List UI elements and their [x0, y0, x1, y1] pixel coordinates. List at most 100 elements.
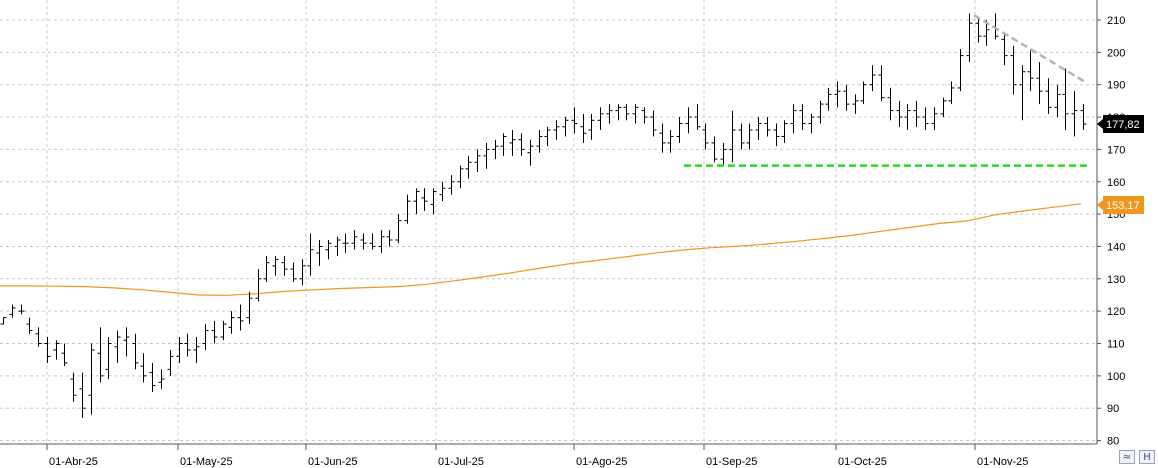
- ohlc-bar: [623, 104, 630, 121]
- ohlc-bar: [615, 104, 622, 121]
- ohlc-bar: [659, 123, 666, 153]
- ohlc-bar: [773, 123, 780, 147]
- ohlc-bar: [0, 317, 7, 325]
- ohlc-bar: [140, 353, 147, 383]
- ohlc-bar: [53, 340, 60, 360]
- last-price-box: [1103, 115, 1144, 133]
- ohlc-bar: [35, 327, 42, 347]
- y-tick-label: 120: [1107, 306, 1125, 318]
- ohlc-bar: [97, 327, 104, 383]
- ohlc-bar: [158, 369, 165, 389]
- ohlc-bar: [26, 317, 33, 334]
- ohlc-bar: [299, 259, 306, 286]
- ohlc-bar: [272, 256, 279, 276]
- zoom-icon[interactable]: ≈: [1119, 450, 1135, 464]
- ohlc-bar: [88, 343, 95, 415]
- ohlc-bar: [18, 304, 25, 315]
- moving-average-marker: 153,17: [1097, 196, 1144, 214]
- ohlc-bar: [544, 126, 551, 147]
- ohlc-bar: [913, 100, 920, 127]
- ohlc-bar: [553, 120, 560, 140]
- ohlc-bar: [44, 337, 51, 363]
- ohlc-bar: [852, 94, 859, 114]
- ohlc-bar: [922, 107, 929, 130]
- x-tick-label: 01-Oct-25: [838, 456, 887, 468]
- ohlc-bar: [711, 136, 718, 163]
- ohlc-bar: [676, 117, 683, 143]
- x-tick-label: 01-Jun-25: [308, 456, 358, 468]
- ohlc-bar: [808, 113, 815, 134]
- ohlc-bar: [430, 188, 437, 215]
- ohlc-bar: [500, 133, 507, 156]
- ohlc-bar: [114, 330, 121, 363]
- ohlc-bar: [764, 117, 771, 137]
- ohlc-bar: [1036, 62, 1043, 105]
- ohlc-bar: [738, 123, 745, 150]
- ohlc-bar: [790, 104, 797, 134]
- y-tick-label: 170: [1107, 144, 1125, 156]
- ohlc-bar: [931, 107, 938, 130]
- ohlc-bar: [246, 291, 253, 325]
- ohlc-bar: [176, 337, 183, 363]
- ohlc-bar: [694, 104, 701, 130]
- x-tick-label: 01-Nov-25: [977, 456, 1028, 468]
- ohlc-bar: [869, 65, 876, 92]
- x-tick-label: 01-Sep-25: [706, 456, 757, 468]
- ohlc-bar: [887, 87, 894, 121]
- ohlc-bar: [492, 139, 499, 160]
- ohlc-bar: [825, 87, 832, 111]
- ohlc-bar: [342, 233, 349, 253]
- ma-value-box: [1103, 196, 1144, 214]
- ohlc-bar: [588, 113, 595, 140]
- last-price-marker: 177,82: [1097, 115, 1144, 133]
- ohlc-bar: [1054, 84, 1061, 118]
- ohlc-bar: [1027, 49, 1034, 92]
- ohlc-bar: [720, 142, 727, 166]
- ohlc-bar: [1019, 65, 1026, 121]
- ohlc-bar: [966, 13, 973, 63]
- ohlc-bar: [360, 233, 367, 250]
- ohlc-bar: [290, 262, 297, 283]
- ohlc-bar: [334, 236, 341, 257]
- ohlc-bar: [220, 320, 227, 341]
- ohlc-bar: [667, 129, 674, 153]
- ohlc-bar: [755, 117, 762, 140]
- ohlc-bar: [483, 142, 490, 169]
- ohlc-bar: [948, 81, 955, 105]
- ohlc-bar: [457, 165, 464, 189]
- y-tick-label: 100: [1107, 371, 1125, 383]
- ma-value-label: 153,17: [1106, 200, 1140, 212]
- moving-average-line: [0, 203, 1082, 296]
- ohlc-bar: [105, 337, 112, 380]
- ohlc-bar: [904, 104, 911, 130]
- ohlc-bar: [1080, 104, 1087, 130]
- ohlc-bar: [413, 188, 420, 215]
- ohlc-bar: [860, 81, 867, 105]
- ohlc-bar: [746, 123, 753, 150]
- ohlc-bar: [641, 107, 648, 124]
- y-tick-label: 90: [1107, 403, 1119, 415]
- moving-average-layer: [0, 203, 1082, 296]
- ohlc-bar: [9, 304, 16, 318]
- ohlc-bar: [237, 304, 244, 331]
- ohlc-bar: [132, 333, 139, 370]
- y-axis-panel: [1097, 0, 1158, 468]
- ohlc-bar: [421, 188, 428, 211]
- ohlc-bar: [395, 214, 402, 244]
- ohlc-bar: [781, 120, 788, 143]
- y-tick-label: 210: [1107, 15, 1125, 27]
- ohlc-bar: [202, 324, 209, 350]
- ohlc-bar: [685, 107, 692, 134]
- ohlc-bar: [650, 110, 657, 137]
- ohlc-bar: [518, 133, 525, 156]
- ohlc-bar: [404, 194, 411, 224]
- ohlc-bar: [378, 230, 385, 253]
- ohlc-bar: [79, 372, 86, 418]
- ohlc-bar: [167, 349, 174, 376]
- x-tick-label: 01-Ago-25: [576, 456, 627, 468]
- ohlc-bar: [211, 320, 218, 344]
- fit-icon[interactable]: H: [1139, 450, 1155, 464]
- ohlc-bar: [316, 239, 323, 266]
- ohlc-bar: [325, 239, 332, 260]
- ohlc-bar: [527, 139, 534, 166]
